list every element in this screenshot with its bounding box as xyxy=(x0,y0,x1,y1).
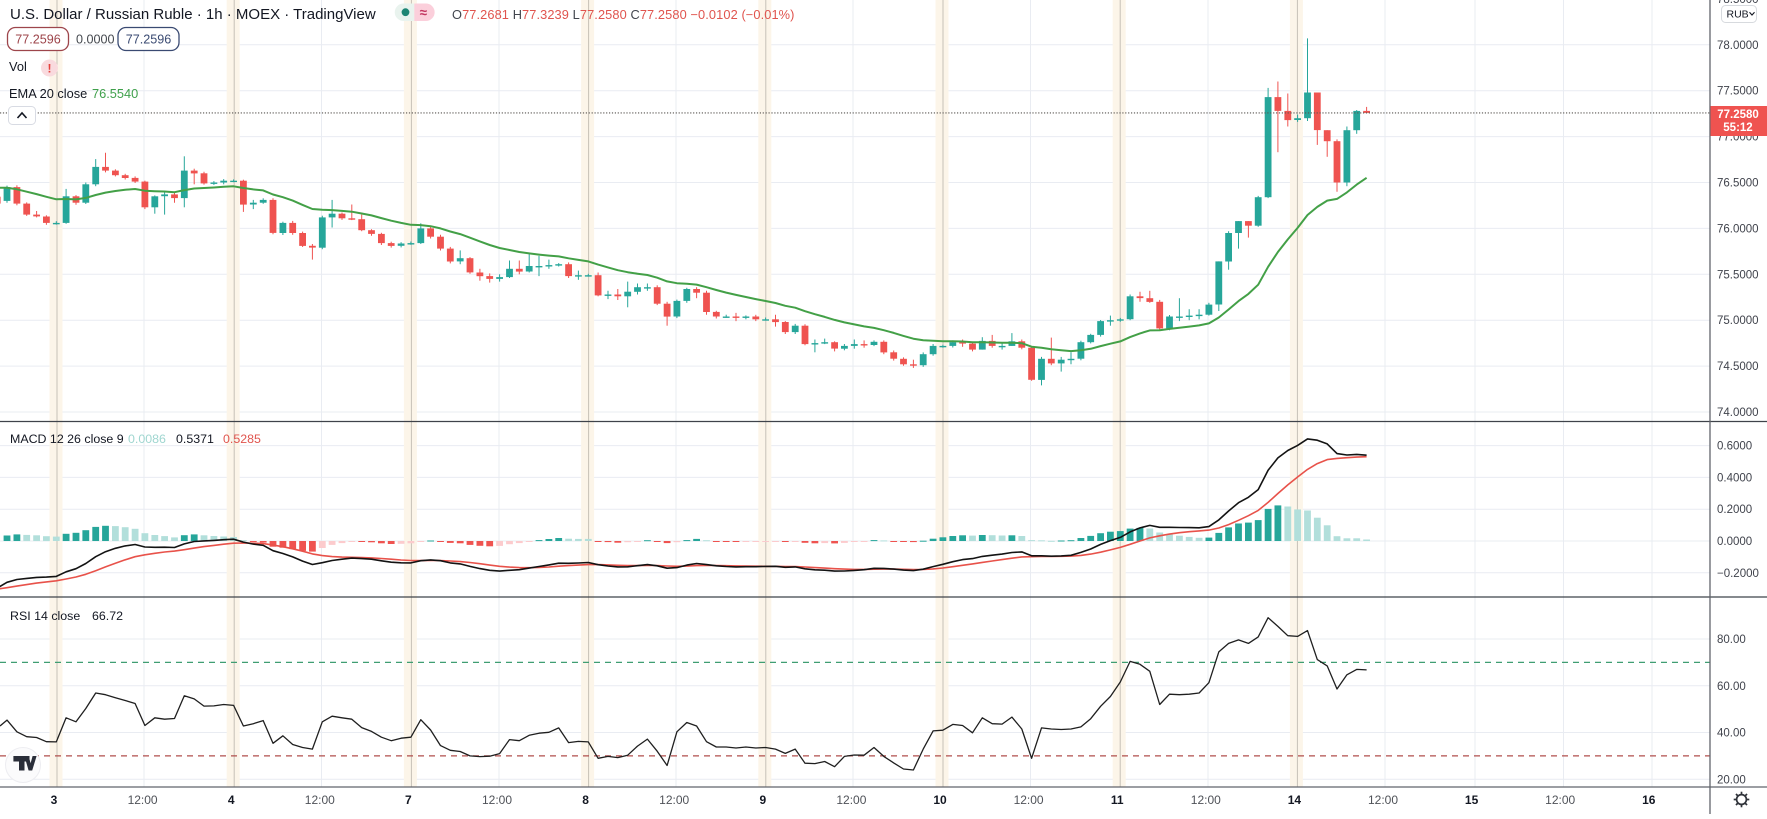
svg-text:12:00: 12:00 xyxy=(1368,793,1398,807)
svg-text:0.5285: 0.5285 xyxy=(223,432,261,446)
svg-text:0.4000: 0.4000 xyxy=(1717,472,1752,484)
svg-text:75.5000: 75.5000 xyxy=(1717,269,1759,281)
svg-text:16: 16 xyxy=(1642,793,1656,807)
svg-text:20.00: 20.00 xyxy=(1717,774,1746,786)
svg-text:55:12: 55:12 xyxy=(1723,122,1752,134)
svg-text:12:00: 12:00 xyxy=(128,793,158,807)
svg-text:76.0000: 76.0000 xyxy=(1717,223,1759,235)
svg-text:≈: ≈ xyxy=(420,5,428,20)
svg-text:12:00: 12:00 xyxy=(659,793,689,807)
svg-text:12:00: 12:00 xyxy=(1545,793,1575,807)
svg-text:RSI 14 close: RSI 14 close xyxy=(10,609,80,623)
svg-text:9: 9 xyxy=(759,793,766,807)
svg-text:12:00: 12:00 xyxy=(1191,793,1221,807)
svg-text:RUB: RUB xyxy=(1727,9,1749,21)
svg-text:66.72: 66.72 xyxy=(92,609,123,623)
svg-text:77.2596: 77.2596 xyxy=(15,33,61,47)
svg-text:15: 15 xyxy=(1465,793,1479,807)
svg-text:0.0086: 0.0086 xyxy=(128,432,166,446)
svg-text:0.5371: 0.5371 xyxy=(176,432,214,446)
svg-text:EMA 20 close: EMA 20 close xyxy=(9,86,87,101)
svg-text:3: 3 xyxy=(51,793,58,807)
svg-text:74.5000: 74.5000 xyxy=(1717,361,1759,373)
svg-text:60.00: 60.00 xyxy=(1717,681,1746,693)
svg-text:−0.2000: −0.2000 xyxy=(1717,568,1759,580)
svg-text:77.2596: 77.2596 xyxy=(126,33,172,47)
svg-text:80.00: 80.00 xyxy=(1717,634,1746,646)
svg-text:77.2580: 77.2580 xyxy=(1717,109,1759,121)
svg-text:14: 14 xyxy=(1288,793,1302,807)
svg-text:78.0000: 78.0000 xyxy=(1717,40,1759,52)
svg-text:12:00: 12:00 xyxy=(482,793,512,807)
svg-text:0.0000: 0.0000 xyxy=(1717,536,1752,548)
svg-text:O77.2681 H77.3239 L77.2580 C77: O77.2681 H77.3239 L77.2580 C77.2580 −0.0… xyxy=(452,7,795,22)
svg-text:0.6000: 0.6000 xyxy=(1717,441,1752,453)
svg-text:U.S. Dollar / Russian Ruble ·: U.S. Dollar / Russian Ruble · 1h · MOEX … xyxy=(10,6,376,23)
svg-text:0.0000: 0.0000 xyxy=(76,33,115,47)
svg-text:MACD 12 26 close 9: MACD 12 26 close 9 xyxy=(10,432,124,446)
svg-text:!: ! xyxy=(48,62,52,76)
svg-text:11: 11 xyxy=(1111,793,1124,807)
svg-text:4: 4 xyxy=(228,793,235,807)
svg-text:76.5000: 76.5000 xyxy=(1717,178,1759,190)
svg-text:8: 8 xyxy=(582,793,589,807)
svg-text:Vol: Vol xyxy=(9,59,27,74)
svg-text:12:00: 12:00 xyxy=(1014,793,1044,807)
svg-text:12:00: 12:00 xyxy=(836,793,866,807)
svg-text:10: 10 xyxy=(933,793,947,807)
svg-text:12:00: 12:00 xyxy=(305,793,335,807)
svg-text:0.2000: 0.2000 xyxy=(1717,504,1752,516)
svg-text:77.5000: 77.5000 xyxy=(1717,86,1759,98)
svg-text:75.0000: 75.0000 xyxy=(1717,315,1759,327)
svg-text:76.5540: 76.5540 xyxy=(92,86,138,101)
svg-text:74.0000: 74.0000 xyxy=(1717,407,1759,419)
svg-text:7: 7 xyxy=(405,793,412,807)
svg-text:40.00: 40.00 xyxy=(1717,728,1746,740)
